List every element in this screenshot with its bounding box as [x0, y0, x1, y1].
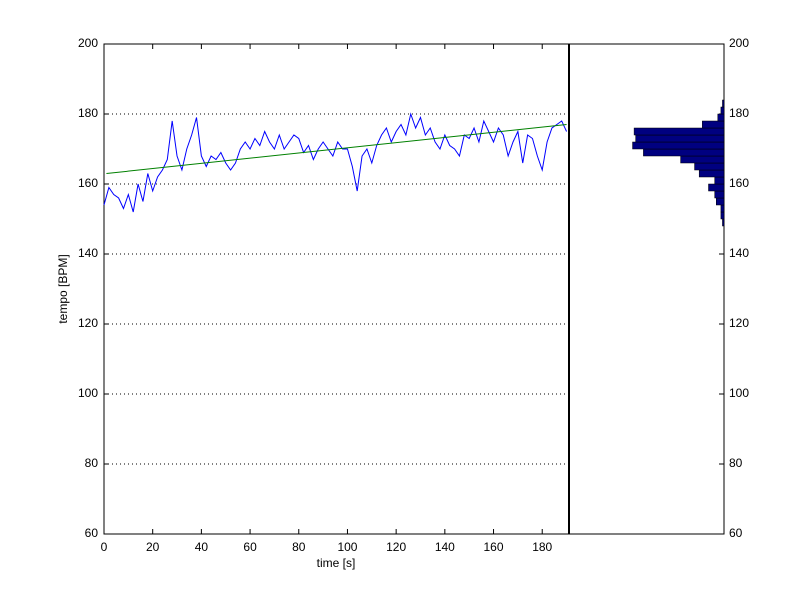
x-tick-label: 40: [195, 540, 209, 554]
x-tick-label: 100: [337, 540, 357, 554]
y-tick-label: 60: [85, 526, 99, 540]
hist-bar: [680, 155, 725, 164]
y-axis-label: tempo [BPM]: [56, 254, 70, 323]
hist-bar: [633, 127, 725, 136]
x-tick-label: 180: [532, 540, 552, 554]
y-tick-label: 80: [729, 456, 743, 470]
data-line: [106, 124, 567, 174]
y-tick-label: 180: [78, 106, 98, 120]
x-tick-label: 140: [435, 540, 455, 554]
hist-bar: [722, 99, 725, 108]
x-tick-label: 0: [101, 540, 108, 554]
y-tick-label: 180: [729, 106, 749, 120]
x-tick-label: 160: [484, 540, 504, 554]
y-tick-label: 160: [78, 176, 98, 190]
hist-bar: [720, 211, 725, 220]
hist-bar: [714, 190, 725, 199]
hist-bar: [717, 113, 725, 122]
y-tick-label: 160: [729, 176, 749, 190]
hist-bar: [702, 120, 725, 129]
main-axes-box: [103, 43, 570, 535]
hist-bar: [720, 204, 725, 213]
hist-bar: [643, 148, 725, 157]
y-tick-label: 140: [729, 246, 749, 260]
hist-bar: [694, 162, 725, 171]
hist-bar: [716, 197, 725, 206]
hist-bar: [722, 218, 725, 227]
y-tick-label: 60: [729, 526, 743, 540]
hist-bar: [698, 169, 725, 178]
y-tick-label: 80: [85, 456, 99, 470]
hist-bar: [635, 134, 725, 143]
y-tick-label: 140: [78, 246, 98, 260]
x-tick-label: 20: [146, 540, 160, 554]
hist-bar: [714, 176, 725, 185]
y-tick-label: 100: [729, 386, 749, 400]
hist-bar: [632, 141, 725, 150]
y-tick-label: 120: [729, 316, 749, 330]
y-tick-label: 200: [78, 36, 98, 50]
x-tick-label: 60: [243, 540, 257, 554]
hist-bar: [720, 106, 725, 115]
y-tick-label: 100: [78, 386, 98, 400]
x-tick-label: 120: [386, 540, 406, 554]
hist-axes-box: [568, 43, 725, 535]
y-tick-label: 200: [729, 36, 749, 50]
hist-bar: [708, 183, 725, 192]
y-tick-label: 120: [78, 316, 98, 330]
x-tick-label: 80: [292, 540, 306, 554]
x-axis-label: time [s]: [317, 556, 356, 570]
